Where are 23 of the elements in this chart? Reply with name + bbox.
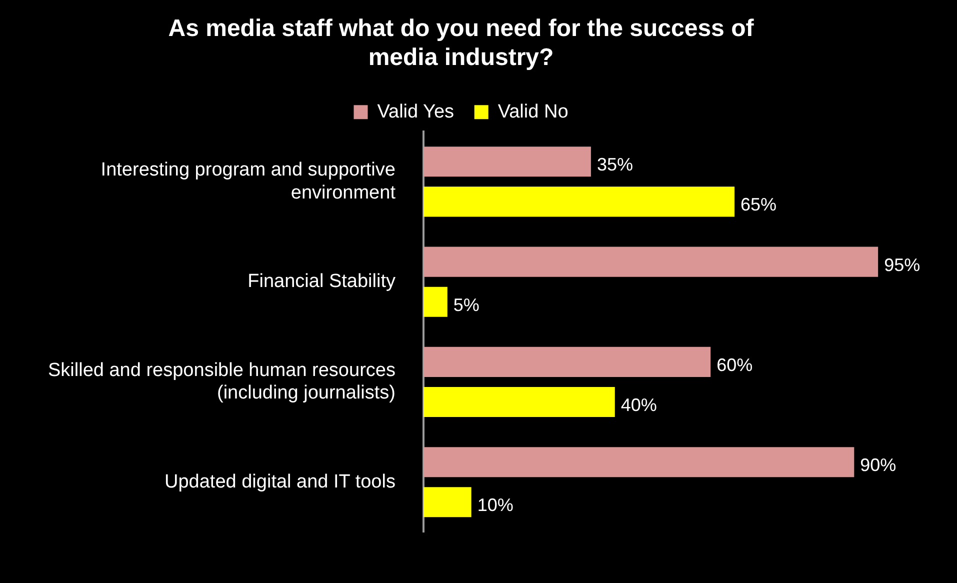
data-label: 10% xyxy=(477,495,514,516)
data-label: 65% xyxy=(740,194,777,215)
data-label: 40% xyxy=(620,394,657,415)
y-tick-label: Skilled and responsible human resources (including journalists) xyxy=(48,360,396,404)
bar xyxy=(423,346,711,377)
data-label: 5% xyxy=(453,294,480,315)
bar xyxy=(423,186,735,217)
bar xyxy=(423,386,615,418)
bar xyxy=(423,246,878,277)
data-label: 95% xyxy=(884,254,920,275)
legend-label: Valid Yes xyxy=(377,101,454,122)
y-tick-label: Financial Stability xyxy=(248,271,396,292)
data-label: 35% xyxy=(596,154,633,175)
bar xyxy=(423,447,854,478)
data-label: 90% xyxy=(860,455,896,476)
bar xyxy=(423,286,448,317)
chart-title: As media staff what do you need for the success of media industry? xyxy=(168,15,755,71)
data-label: 60% xyxy=(716,354,753,375)
y-tick-label: Updated digital and IT tools xyxy=(164,471,396,492)
bar xyxy=(423,487,472,518)
y-tick-label: Interesting program and supportive environment xyxy=(100,160,396,204)
legend-label: Valid No xyxy=(498,101,568,122)
bar xyxy=(423,146,591,177)
